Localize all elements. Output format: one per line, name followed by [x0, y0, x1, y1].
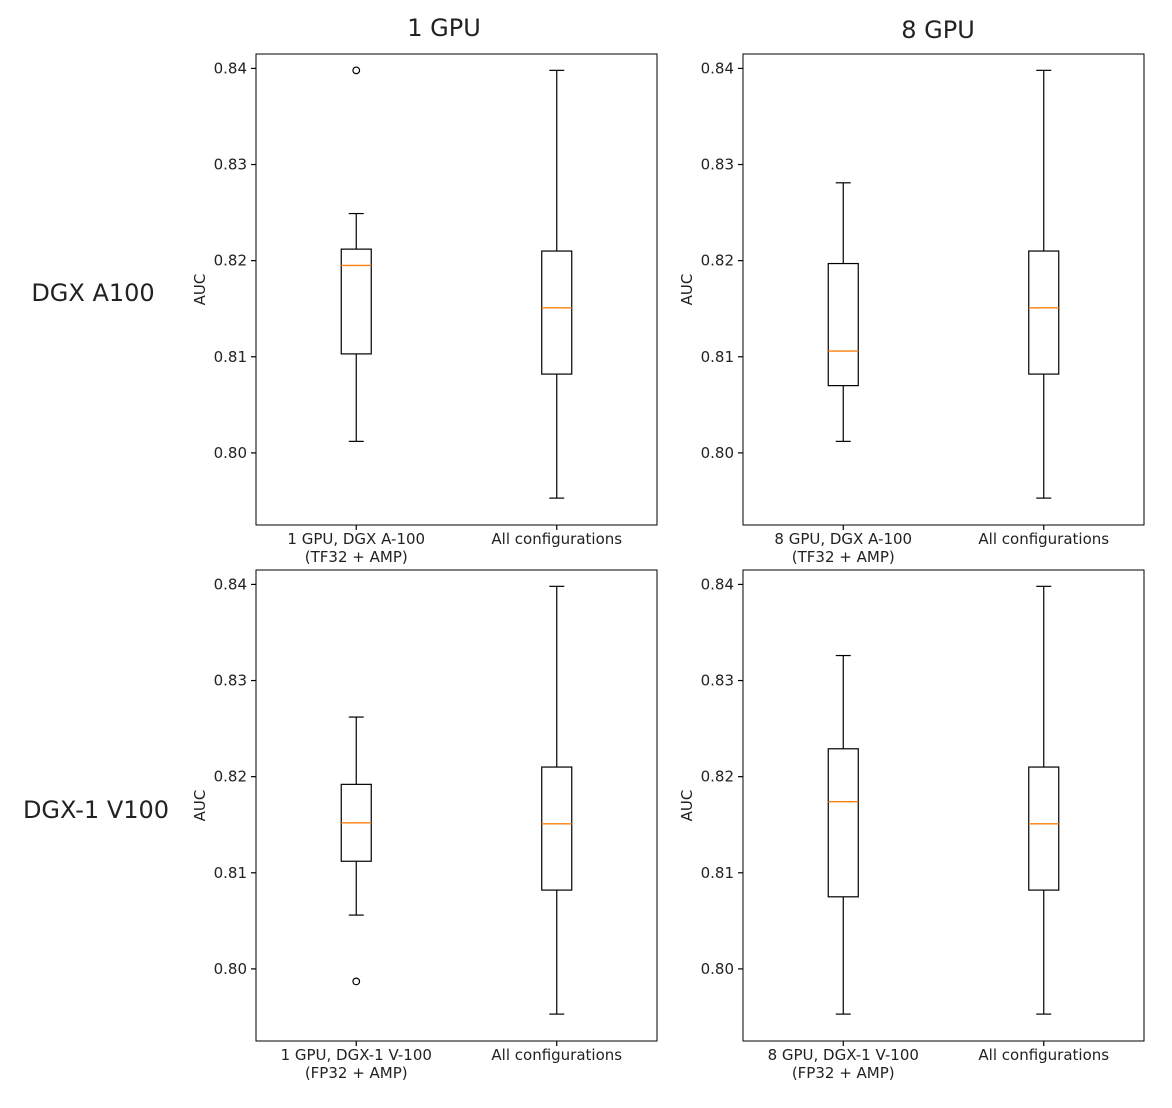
y-axis-label: AUC	[191, 274, 209, 306]
y-tick-label: 0.81	[214, 348, 247, 366]
x-tick-label: 8 GPU, DGX A-100	[774, 530, 912, 548]
iqr-box	[340, 248, 372, 355]
y-axis-label: AUC	[678, 274, 696, 306]
y-tick-label: 0.83	[214, 156, 247, 174]
column-title-2: 8 GPU	[901, 16, 975, 44]
box-1: 8 GPU, DGX-1 V-100(FP32 + AMP)	[768, 654, 919, 1082]
y-tick-label: 0.80	[701, 444, 734, 462]
y-tick-label: 0.84	[701, 59, 734, 77]
iqr-box	[541, 250, 573, 375]
x-tick-label: 1 GPU, DGX A-100	[287, 530, 425, 548]
box-2: All configurations	[491, 69, 622, 548]
box-2: All configurations	[978, 69, 1109, 548]
y-tick-label: 0.80	[214, 960, 247, 978]
x-tick-label: All configurations	[978, 1046, 1109, 1064]
row-title-2: DGX-1 V100	[23, 796, 169, 824]
row-title-1: DGX A100	[31, 279, 154, 307]
y-axis-label: AUC	[678, 790, 696, 822]
y-tick-label: 0.84	[701, 575, 734, 593]
outlier-point	[352, 66, 361, 75]
box-2: All configurations	[491, 585, 622, 1064]
chart-panel-2: 0.80 0.81 0.82 0.83 0.84 AUC 8 GPU, DGX A-100(…	[678, 53, 1145, 566]
x-tick-label: (TF32 + AMP)	[792, 548, 895, 566]
box-1: 1 GPU, DGX-1 V-100(FP32 + AMP)	[281, 716, 432, 1082]
y-tick-label: 0.80	[701, 960, 734, 978]
y-axis-label: AUC	[191, 790, 209, 822]
x-tick-label: All configurations	[491, 1046, 622, 1064]
y-tick-label: 0.84	[214, 59, 247, 77]
y-tick-label: 0.83	[701, 672, 734, 690]
y-tick-label: 0.84	[214, 575, 247, 593]
y-tick-label: 0.82	[701, 252, 734, 270]
y-tick-label: 0.82	[214, 252, 247, 270]
x-tick-label: 8 GPU, DGX-1 V-100	[768, 1046, 919, 1064]
axes-frame	[742, 53, 1145, 526]
x-tick-label: All configurations	[491, 530, 622, 548]
x-tick-label: (FP32 + AMP)	[305, 1064, 408, 1082]
y-tick-label: 0.83	[214, 672, 247, 690]
axes-frame	[742, 569, 1145, 1042]
y-tick-label: 0.82	[214, 768, 247, 786]
axes-frame	[255, 569, 658, 1042]
outlier-point	[352, 977, 361, 986]
iqr-box	[1028, 766, 1060, 891]
y-tick-label: 0.81	[701, 348, 734, 366]
y-tick-label: 0.82	[701, 768, 734, 786]
chart-panel-4: 0.80 0.81 0.82 0.83 0.84 AUC 8 GPU, DGX-1 V-10…	[678, 569, 1145, 1082]
iqr-box	[1028, 250, 1060, 375]
box-2: All configurations	[978, 585, 1109, 1064]
iqr-box	[827, 748, 859, 898]
column-title-1: 1 GPU	[407, 14, 481, 42]
box-1: 8 GPU, DGX A-100(TF32 + AMP)	[774, 182, 912, 566]
y-tick-label: 0.81	[701, 864, 734, 882]
y-tick-label: 0.81	[214, 864, 247, 882]
axes-frame	[255, 53, 658, 526]
x-tick-label: 1 GPU, DGX-1 V-100	[281, 1046, 432, 1064]
chart-panel-3: 0.80 0.81 0.82 0.83 0.84 AUC 1 GPU, DGX-1 V-10…	[191, 569, 658, 1082]
x-tick-label: (TF32 + AMP)	[305, 548, 408, 566]
x-tick-label: (FP32 + AMP)	[792, 1064, 895, 1082]
y-tick-label: 0.83	[701, 156, 734, 174]
y-tick-label: 0.80	[214, 444, 247, 462]
box-1: 1 GPU, DGX A-100(TF32 + AMP)	[287, 66, 425, 566]
x-tick-label: All configurations	[978, 530, 1109, 548]
iqr-box	[541, 766, 573, 891]
chart-panel-1: 0.80 0.81 0.82 0.83 0.84 AUC 1 GPU, DGX A-100(…	[191, 53, 658, 566]
iqr-box	[827, 262, 859, 387]
